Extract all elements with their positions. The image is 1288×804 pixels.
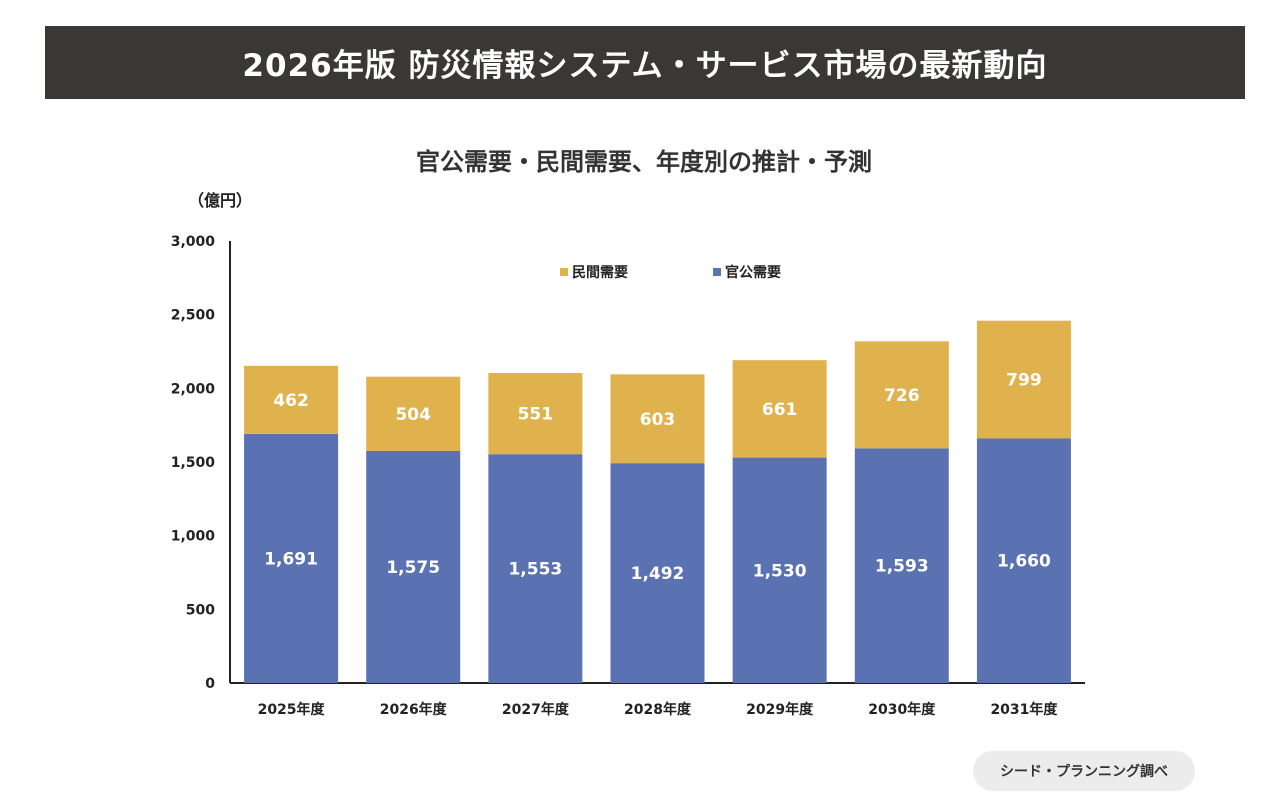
y-tick-label: 1,500 <box>171 455 216 471</box>
bar-public <box>488 454 583 683</box>
legend-swatch <box>713 268 721 276</box>
chart-title: 官公需要・民間需要、年度別の推計・予測 <box>416 148 872 176</box>
y-tick-label: 0 <box>205 676 215 692</box>
header-banner: 2026年版 防災情報システム・サービス市場の最新動向 <box>45 26 1245 99</box>
bar-value-label: 661 <box>762 400 798 420</box>
y-tick-label: 2,000 <box>171 381 216 397</box>
bar-private <box>244 365 339 434</box>
bar-value-label: 1,530 <box>753 561 807 581</box>
y-axis-unit-label: （億円） <box>188 191 253 210</box>
bar-value-label: 1,660 <box>997 552 1051 572</box>
bar-public <box>244 433 339 683</box>
bar-private <box>854 341 949 449</box>
bar-private <box>366 376 461 451</box>
bar-value-label: 1,553 <box>508 560 562 580</box>
y-tick-label: 2,500 <box>171 308 216 324</box>
bar-public <box>854 448 949 683</box>
bar-value-label: 462 <box>273 391 309 411</box>
bar-private <box>732 360 827 458</box>
legend-swatch <box>560 268 568 276</box>
legend-label: 官公需要 <box>725 264 781 281</box>
bar-public <box>366 450 461 683</box>
bar-value-label: 1,492 <box>631 564 685 584</box>
source-badge: シード・プランニング調べ <box>973 751 1195 791</box>
x-category-label: 2031年度 <box>990 701 1058 718</box>
x-category-label: 2025年度 <box>258 701 326 718</box>
legend-label: 民間需要 <box>572 264 628 281</box>
bar-value-label: 1,593 <box>875 557 929 577</box>
bar-value-label: 799 <box>1006 371 1042 391</box>
bar-public <box>732 457 827 683</box>
bar-value-label: 1,691 <box>264 549 318 569</box>
bar-private <box>610 374 705 464</box>
x-category-label: 2027年度 <box>502 701 570 718</box>
x-category-label: 2029年度 <box>746 701 814 718</box>
bar-public <box>610 463 705 683</box>
x-category-label: 2028年度 <box>624 701 692 718</box>
page-title: 2026年版 防災情報システム・サービス市場の最新動向 <box>242 48 1048 84</box>
y-tick-label: 1,000 <box>171 529 216 545</box>
x-category-label: 2026年度 <box>380 701 448 718</box>
bar-value-label: 726 <box>884 386 920 406</box>
y-tick-label: 500 <box>186 602 215 618</box>
bar-private <box>488 373 583 455</box>
bar-value-label: 551 <box>518 405 554 425</box>
bar-value-label: 603 <box>640 410 676 430</box>
bar-value-label: 504 <box>395 405 431 425</box>
bar-public <box>976 438 1071 683</box>
bar-value-label: 1,575 <box>386 558 440 578</box>
y-tick-label: 3,000 <box>171 234 216 250</box>
bar-private <box>976 320 1071 439</box>
x-category-label: 2030年度 <box>868 701 936 718</box>
